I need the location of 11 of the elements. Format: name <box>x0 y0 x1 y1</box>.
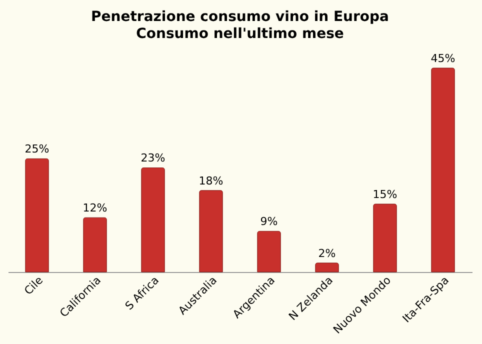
chart-subtitle: Consumo nell'ultimo mese <box>136 26 344 42</box>
data-label: 2% <box>318 246 336 260</box>
data-label: 25% <box>24 142 50 156</box>
data-label: 23% <box>140 152 166 165</box>
data-label: 9% <box>260 215 278 228</box>
data-label: 45% <box>430 52 456 65</box>
data-label: 18% <box>198 174 224 188</box>
chart-title: Penetrazione consumo vino in Europa <box>91 9 389 25</box>
data-label: 15% <box>372 188 398 201</box>
x-tick-label: Cile <box>22 274 46 298</box>
data-label: 12% <box>82 202 108 215</box>
